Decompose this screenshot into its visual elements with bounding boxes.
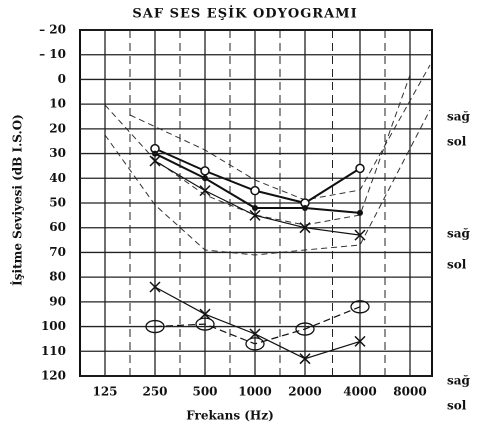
marker-cross (354, 229, 366, 241)
series-line (154, 286, 361, 360)
marker-ring (295, 322, 315, 336)
marker-circle (355, 163, 365, 174)
chart-title: SAF SES EŞİK ODYOGRAMI (132, 6, 357, 22)
y-tick-label: 120 (41, 369, 66, 383)
marker-ring (245, 337, 265, 351)
y-tick-label: 110 (41, 344, 66, 358)
marker-dot (252, 204, 258, 211)
side-label: sağ (447, 227, 471, 241)
side-label: sağ (447, 374, 471, 388)
marker-cross (249, 328, 261, 340)
series-line (154, 160, 361, 236)
x-tick-label: 1000 (238, 385, 271, 399)
marker-dot (202, 175, 208, 182)
marker-cross (199, 185, 211, 197)
marker-cross (149, 281, 161, 293)
y-axis-title: İşitme Seviyesi (dB I.S.O) (10, 114, 25, 286)
x-tick-label: 2000 (288, 385, 321, 399)
marker-cross (299, 222, 311, 234)
marker-cross (199, 308, 211, 320)
y-tick-label: 100 (41, 319, 66, 333)
marker-dot (357, 209, 363, 216)
marker-cross (249, 209, 261, 221)
y-tick-label: – 20 (39, 23, 66, 37)
x-tick-label: 250 (142, 385, 167, 399)
marker-cross (149, 155, 161, 167)
x-tick-label: 125 (92, 385, 117, 399)
x-tick-label: 4000 (343, 385, 376, 399)
side-label: sol (447, 135, 467, 149)
y-tick-label: 70 (49, 245, 66, 259)
side-label: sol (447, 399, 467, 413)
marker-dot (302, 204, 308, 211)
y-tick-label: 90 (49, 294, 66, 308)
y-tick-label: 30 (49, 146, 66, 160)
marker-cross (299, 353, 311, 365)
y-tick-label: 0 (58, 72, 66, 86)
x-axis-title: Frekans (Hz) (186, 409, 274, 423)
y-tick-label: – 10 (39, 47, 66, 61)
y-tick-label: 80 (49, 270, 66, 284)
y-tick-label: 60 (49, 220, 66, 234)
marker-cross (354, 335, 366, 347)
y-tick-label: 10 (49, 97, 66, 111)
series-line (154, 306, 361, 345)
marker-ring (350, 300, 370, 314)
series-line (154, 147, 361, 205)
marker-ring (145, 319, 165, 334)
side-label: sağ (447, 110, 471, 124)
y-tick-label: 50 (49, 196, 66, 210)
marker-dot (152, 150, 158, 157)
x-tick-label: 500 (192, 385, 217, 399)
side-label: sol (447, 258, 467, 272)
y-tick-label: 20 (49, 121, 66, 135)
x-tick-label: 8000 (393, 385, 426, 399)
marker-circle (250, 185, 260, 196)
marker-ring (195, 317, 215, 331)
y-tick-label: 40 (49, 171, 66, 185)
marker-circle (200, 166, 210, 176)
